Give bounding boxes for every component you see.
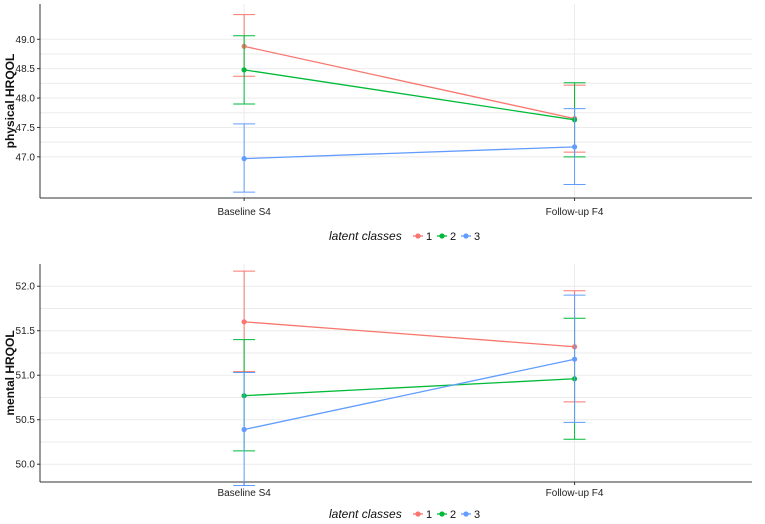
series-1 bbox=[233, 270, 586, 403]
data-point bbox=[571, 144, 578, 150]
y-tick-label: 49.0 bbox=[16, 35, 36, 46]
legend-key-2 bbox=[439, 233, 445, 239]
y-tick-label: 51.0 bbox=[16, 371, 36, 382]
legend-key-3 bbox=[463, 233, 469, 239]
y-axis-title: physical HRQOL bbox=[3, 54, 17, 149]
y-tick-label: 52.0 bbox=[16, 282, 36, 293]
y-tick-label: 47.5 bbox=[16, 123, 36, 134]
data-point bbox=[571, 356, 578, 362]
x-tick-label: Baseline S4 bbox=[217, 488, 271, 499]
series-line-3 bbox=[243, 358, 575, 431]
legend: latent classes 1 2 3 bbox=[329, 507, 480, 521]
series-line-2 bbox=[244, 69, 575, 121]
chart-panel-2: 50.0 50.5 51.0 51.5 52.0 Baseline S4 Follow-up… bbox=[3, 264, 752, 521]
series-line-1 bbox=[244, 321, 575, 348]
y-tick-label: 48.0 bbox=[16, 94, 36, 105]
legend-key-1 bbox=[415, 233, 421, 239]
data-point bbox=[241, 156, 247, 162]
x-tick-label: Follow-up F4 bbox=[546, 207, 604, 218]
legend-label-1: 1 bbox=[426, 509, 432, 519]
y-tick-label: 48.5 bbox=[16, 64, 36, 75]
x-tick-label: Follow-up F4 bbox=[546, 488, 604, 499]
legend-title: latent classes bbox=[329, 229, 402, 243]
y-tick-label: 50.5 bbox=[16, 415, 36, 426]
series-2 bbox=[233, 317, 586, 452]
legend-label-2: 2 bbox=[450, 509, 456, 519]
legend-label-3: 3 bbox=[474, 509, 480, 519]
series-line-2 bbox=[244, 378, 575, 397]
data-point bbox=[241, 319, 247, 325]
legend-label-2: 2 bbox=[450, 231, 456, 243]
y-tick-label: 51.5 bbox=[16, 326, 36, 337]
series-3 bbox=[233, 108, 586, 193]
legend-key-1 bbox=[415, 511, 421, 517]
legend-key-2 bbox=[439, 511, 445, 517]
legend-label-1: 1 bbox=[426, 231, 432, 243]
series-line-1 bbox=[243, 45, 575, 120]
x-tick-label: Baseline S4 bbox=[217, 207, 271, 218]
series-3 bbox=[233, 294, 586, 487]
data-point bbox=[241, 67, 247, 73]
legend-title: latent classes bbox=[329, 507, 402, 519]
legend-key-3 bbox=[463, 511, 469, 517]
legend-label-3: 3 bbox=[474, 231, 480, 243]
y-axis-title: mental HRQOL bbox=[3, 330, 17, 415]
chart-panel-1: 47.0 47.5 48.0 48.5 49.0 Baseline S4 Follow-up… bbox=[3, 4, 752, 243]
data-point bbox=[241, 426, 247, 433]
series-line-3 bbox=[244, 146, 575, 160]
y-tick-label: 50.0 bbox=[16, 460, 36, 471]
y-tick-label: 47.0 bbox=[16, 152, 36, 163]
legend: latent classes 1 2 3 bbox=[329, 229, 480, 243]
